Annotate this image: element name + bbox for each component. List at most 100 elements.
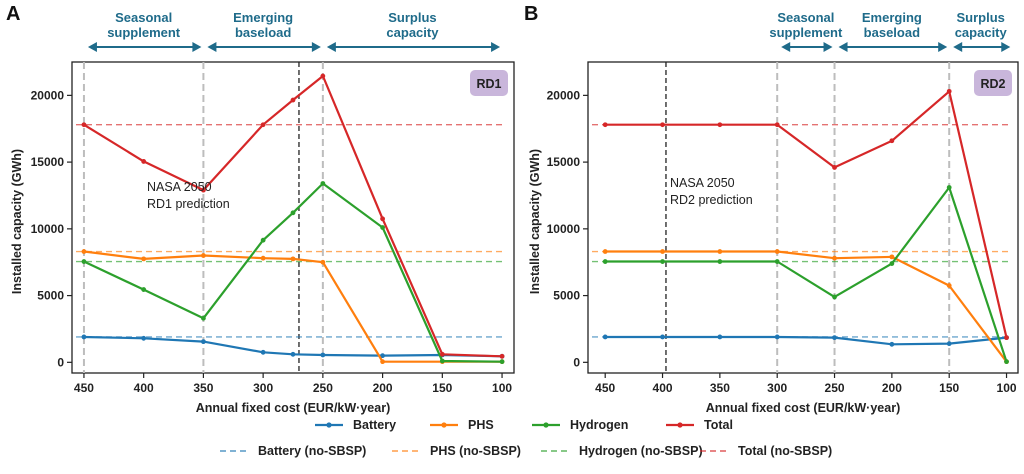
data-point-hydrogen — [141, 287, 147, 292]
legend-label: Hydrogen (no-SBSP) — [579, 444, 703, 458]
y-tick-label: 0 — [57, 355, 64, 369]
data-point-hydrogen — [774, 259, 780, 264]
data-point-battery — [602, 334, 608, 340]
arrow-head-right — [823, 42, 833, 52]
x-tick-label: 350 — [193, 381, 213, 395]
data-point-total — [141, 159, 147, 164]
badge — [974, 70, 1012, 96]
phase-label: capacity — [955, 25, 1008, 40]
badge — [470, 70, 508, 96]
data-point-battery — [889, 341, 895, 347]
data-point-total — [320, 73, 326, 79]
phase-label: Surplus — [388, 10, 436, 25]
data-point-phs — [717, 249, 723, 254]
x-tick-label: 150 — [432, 381, 452, 395]
data-point-hydrogen — [499, 359, 505, 365]
phase-label: capacity — [386, 25, 439, 40]
data-point-phs — [380, 359, 385, 365]
arrow-head-left — [781, 42, 791, 52]
x-tick-label: 150 — [939, 381, 959, 395]
series-line-phs — [605, 250, 1008, 363]
data-point-battery — [320, 352, 326, 358]
y-axis-label: Installed capacity (GWh) — [528, 149, 542, 294]
x-tick-label: 250 — [313, 381, 333, 395]
data-point-total — [660, 122, 665, 128]
data-point-total — [832, 165, 837, 170]
data-point-phs — [602, 249, 608, 254]
panel-letter: B — [524, 3, 538, 25]
series-line-battery — [605, 335, 1007, 346]
data-point-total — [946, 88, 952, 94]
y-tick-label: 5000 — [553, 289, 580, 303]
legend: Battery PHS Hydrogen Total Battery (no-SBSP)… — [220, 418, 832, 458]
data-point-phs — [889, 254, 895, 260]
data-point-total — [81, 122, 87, 128]
data-point-battery — [260, 349, 266, 355]
badge-label: RD1 — [476, 77, 501, 91]
data-point-battery — [717, 334, 723, 340]
data-point-hydrogen — [380, 225, 385, 230]
legend-item-battery: Battery — [315, 418, 396, 432]
x-axis-label: Annual fixed cost (EUR/kW·year) — [196, 401, 390, 415]
legend-item-battery_ref: Battery (no-SBSP) — [220, 444, 366, 458]
legend-label: Battery (no-SBSP) — [258, 444, 366, 458]
phase-label: Emerging — [862, 10, 922, 25]
series-line-total — [605, 90, 1008, 338]
data-point-phs — [141, 256, 147, 262]
legend-marker — [326, 422, 332, 428]
legend-item-hydrogen_ref: Hydrogen (no-SBSP) — [541, 444, 703, 458]
data-point-phs — [774, 249, 780, 254]
y-tick-label: 20000 — [31, 88, 65, 102]
x-tick-label: 450 — [595, 381, 615, 395]
x-tick-label: 200 — [882, 381, 902, 395]
panel-letter: A — [6, 3, 20, 25]
data-point-hydrogen — [1004, 359, 1009, 365]
prediction-annotation: NASA 2050 — [670, 176, 735, 190]
data-point-total — [499, 353, 505, 359]
data-point-total — [439, 351, 445, 357]
phase-label: supplement — [107, 25, 181, 40]
phase-label: baseload — [864, 25, 920, 40]
data-point-battery — [81, 334, 87, 340]
data-point-hydrogen — [832, 294, 837, 300]
arrow-head-right — [192, 42, 202, 52]
data-point-total — [260, 122, 266, 128]
x-tick-label: 100 — [997, 381, 1017, 395]
legend-marker — [677, 422, 683, 428]
data-point-hydrogen — [201, 315, 206, 321]
y-tick-label: 15000 — [31, 155, 65, 169]
y-tick-label: 20000 — [547, 88, 581, 102]
y-axis-label: Installed capacity (GWh) — [10, 149, 24, 294]
phase-label: Emerging — [233, 10, 293, 25]
data-point-total — [380, 216, 385, 222]
data-point-hydrogen — [660, 259, 665, 264]
data-point-phs — [946, 283, 952, 288]
panel-a: A 450 400 350 300 250 200 150 100 0 5000 10000 15000… — [6, 3, 515, 415]
badge-label: RD2 — [980, 77, 1005, 91]
y-tick-label: 0 — [573, 355, 580, 369]
data-point-battery — [774, 334, 780, 340]
arrow-head-left — [326, 42, 336, 52]
legend-item-phs_ref: PHS (no-SBSP) — [392, 444, 521, 458]
data-point-total — [774, 122, 780, 128]
data-point-battery — [832, 335, 837, 341]
data-point-phs — [320, 259, 326, 265]
data-point-battery — [201, 339, 206, 345]
data-point-phs — [81, 249, 87, 254]
x-tick-label: 400 — [653, 381, 673, 395]
prediction-annotation: RD2 prediction — [670, 193, 753, 207]
x-tick-label: 200 — [373, 381, 393, 395]
arrow-head-left — [953, 42, 963, 52]
x-tick-label: 450 — [74, 381, 94, 395]
data-point-phs — [660, 249, 665, 254]
legend-label: Total (no-SBSP) — [738, 444, 832, 458]
data-point-hydrogen — [81, 259, 87, 264]
x-tick-label: 100 — [492, 381, 512, 395]
legend-label: PHS (no-SBSP) — [430, 444, 521, 458]
arrow-head-right — [311, 42, 321, 52]
x-tick-label: 300 — [767, 381, 787, 395]
arrow-head-left — [207, 42, 217, 52]
y-tick-label: 5000 — [37, 289, 64, 303]
data-point-battery — [290, 351, 296, 357]
